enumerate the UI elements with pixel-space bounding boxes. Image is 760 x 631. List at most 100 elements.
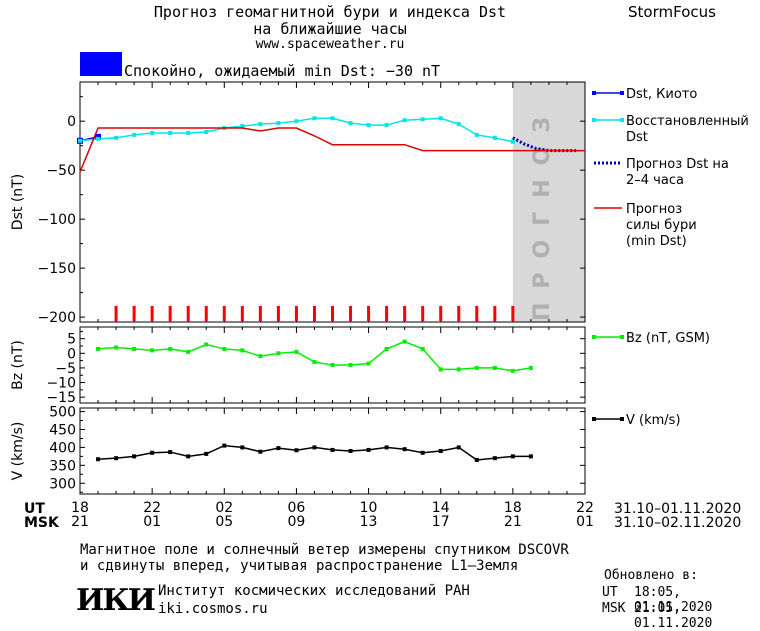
data-point (240, 348, 245, 353)
data-point (150, 130, 155, 135)
ut-tick-label: 06 (287, 500, 306, 516)
y-tick-label: 350 (49, 458, 76, 474)
data-point (420, 346, 425, 351)
msk-tick-label: 01 (576, 514, 594, 530)
institute-name: Институт космических исследований РАН (158, 583, 470, 599)
data-point (114, 456, 119, 461)
data-point (366, 361, 371, 366)
legend-marker (620, 91, 624, 95)
data-point (348, 121, 353, 126)
status-text: Спокойно, ожидаемый min Dst: −30 nT (124, 62, 441, 80)
y-tick-label: −5 (55, 361, 76, 377)
ut-tick-label: 10 (359, 500, 378, 516)
ut-date-range: 31.10–01.11.2020 (614, 501, 742, 517)
data-point (258, 449, 263, 454)
data-point (294, 349, 299, 354)
panel-dst: ПРОГНОЗ 0 −50 −100 −150 −200 Dst (nT) (10, 81, 586, 326)
msk-tick-label: 21 (503, 514, 522, 530)
status-color-box (80, 52, 122, 76)
y-tick-label: 300 (49, 476, 76, 492)
y-tick-label: −15 (46, 390, 76, 406)
ut-tick-label: 18 (503, 500, 522, 516)
panel-bz: 50−5−10−15 Bz (nT) (10, 326, 586, 406)
data-point (150, 450, 155, 455)
ut-label: UT (24, 501, 45, 517)
y-axis-label: Dst (nT) (10, 174, 26, 230)
data-point (330, 363, 335, 367)
data-point (510, 368, 515, 373)
ut-tick-label: 18 (71, 500, 89, 516)
data-point (114, 345, 119, 350)
ut-tick-label: 22 (576, 500, 594, 516)
y-axis-label: V (km/s) (10, 422, 26, 481)
legend-label-0: Dst, Киото (626, 87, 697, 102)
ut-tick-label: 22 (143, 500, 162, 516)
data-point (204, 451, 209, 456)
data-point (240, 124, 245, 129)
data-point (78, 138, 82, 143)
y-tick-label: −150 (38, 261, 76, 277)
data-point (186, 349, 191, 354)
y-tick-label: 0 (67, 114, 76, 130)
legend-marker (620, 118, 624, 122)
msk-tick-label: 21 (71, 514, 89, 530)
data-point (204, 129, 209, 134)
data-point (186, 454, 191, 459)
data-point (258, 122, 263, 127)
institute-site[interactable]: iki.cosmos.ru (158, 601, 268, 617)
data-point (168, 346, 173, 351)
updated-ut-label: UT (602, 585, 618, 600)
data-point (510, 454, 515, 459)
source-url[interactable]: www.spaceweather.ru (255, 37, 405, 52)
msk-tick-label: 17 (431, 514, 450, 530)
forecast-label: ПРОГНОЗ (530, 103, 555, 321)
data-point (456, 445, 461, 450)
data-point (438, 116, 443, 121)
data-point (258, 354, 263, 359)
footer-note-line2: и сдвинуты вперед, учитывая распростране… (80, 558, 519, 574)
data-point (528, 365, 533, 370)
legend-marker (592, 417, 596, 421)
series-line-dst-3 (79, 127, 585, 173)
data-point (384, 445, 389, 450)
data-point (312, 445, 317, 450)
y-tick-label: −50 (46, 163, 76, 179)
legend-marker (592, 335, 596, 339)
data-point (312, 116, 317, 121)
data-point (132, 132, 137, 137)
data-point (510, 139, 515, 144)
data-point (240, 445, 245, 450)
msk-label: MSK (24, 515, 59, 531)
brand-label: StormFocus (628, 3, 716, 21)
msk-tick-label: 09 (287, 514, 306, 530)
legend-label-5: V (km/s) (626, 413, 681, 428)
updated-msk-value: 21:05, 01.11.2020 (634, 601, 713, 631)
data-point (420, 117, 425, 122)
data-point (222, 443, 227, 448)
data-point (294, 119, 299, 124)
data-point (492, 135, 497, 140)
data-point (438, 449, 443, 453)
data-point (132, 454, 137, 459)
data-point (168, 130, 173, 135)
series-line-bz-0 (97, 340, 532, 372)
updated-title: Обновлено в: (604, 568, 698, 583)
y-tick-label: −10 (46, 376, 76, 392)
msk-tick-label: 05 (215, 514, 234, 530)
legend-label-3: Прогноз силы бури (min Dst) (626, 202, 697, 249)
data-point (492, 365, 497, 370)
y-axis-label: Bz (nT) (10, 340, 26, 390)
data-point (492, 456, 497, 461)
data-point (402, 118, 407, 123)
data-point (456, 122, 461, 127)
data-point (132, 346, 137, 351)
data-point (312, 360, 317, 365)
data-point (366, 123, 371, 128)
data-point (276, 121, 281, 126)
data-point (528, 454, 533, 459)
data-point (96, 136, 101, 141)
data-point (348, 449, 353, 453)
chart-title-line1: Прогноз геомагнитной бури и индекса Dst (153, 3, 507, 21)
y-tick-label: 400 (49, 440, 76, 456)
